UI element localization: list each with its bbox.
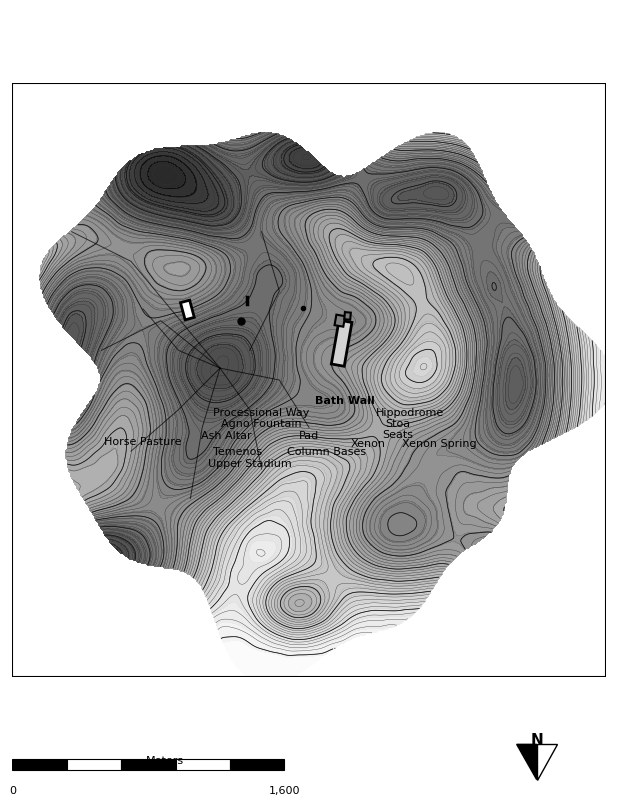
Text: Processional Way: Processional Way	[213, 408, 310, 418]
Bar	[12, 759, 67, 770]
Text: Bath Wall: Bath Wall	[315, 396, 375, 406]
Text: Xenon: Xenon	[351, 439, 386, 449]
Bar	[176, 759, 230, 770]
Text: Upper Stadium: Upper Stadium	[208, 459, 292, 470]
Text: Ash Altar: Ash Altar	[201, 431, 252, 442]
Text: N: N	[530, 733, 543, 748]
Text: Hippodrome: Hippodrome	[376, 408, 444, 418]
Text: Seats: Seats	[383, 430, 413, 439]
Text: Xenon Spring: Xenon Spring	[402, 439, 477, 449]
Polygon shape	[180, 300, 194, 320]
Polygon shape	[536, 744, 557, 779]
Polygon shape	[334, 314, 345, 326]
Text: Horse Pasture: Horse Pasture	[104, 438, 182, 447]
Bar	[67, 759, 121, 770]
Text: 1,600: 1,600	[269, 786, 300, 797]
Text: Column Bases: Column Bases	[287, 447, 366, 458]
Bar	[121, 759, 176, 770]
Polygon shape	[517, 744, 536, 779]
Text: Stoa: Stoa	[386, 419, 410, 430]
Text: Agno Fountain: Agno Fountain	[221, 419, 302, 430]
Text: Pad: Pad	[299, 431, 319, 442]
Bar	[230, 759, 284, 770]
Polygon shape	[331, 320, 352, 366]
Text: Temenos: Temenos	[213, 447, 263, 458]
Text: 0: 0	[9, 786, 16, 797]
Polygon shape	[344, 312, 351, 320]
Text: Meters: Meters	[146, 756, 184, 766]
